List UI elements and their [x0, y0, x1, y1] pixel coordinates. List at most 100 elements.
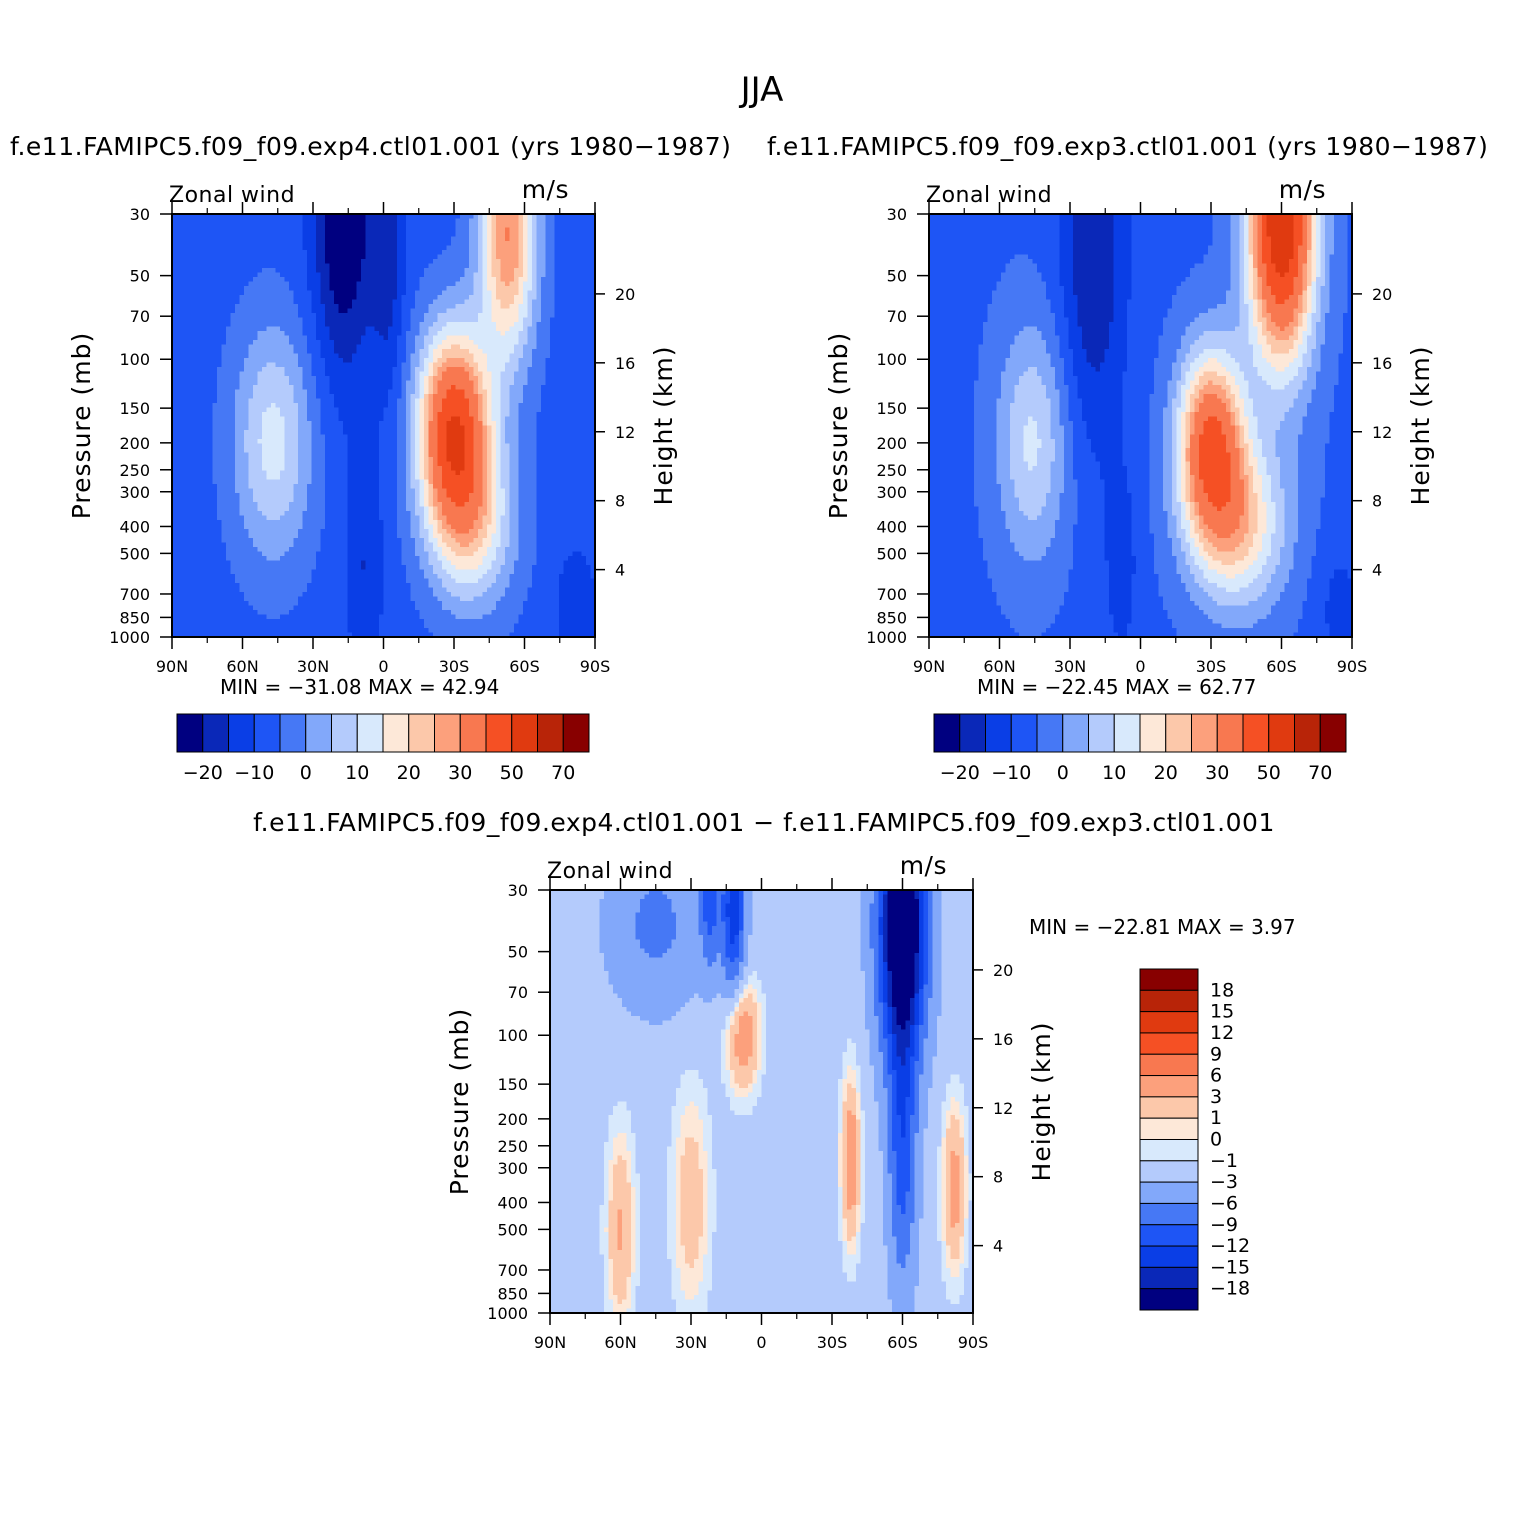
contour-cell: [239, 259, 245, 265]
contour-cell: [284, 421, 290, 427]
contour-cell: [235, 250, 241, 256]
contour-cell: [325, 394, 331, 400]
contour-cell: [514, 263, 520, 269]
contour-cell: [257, 430, 263, 436]
contour-cell: [253, 326, 259, 332]
contour-cell: [181, 371, 187, 377]
contour-cell: [338, 407, 344, 413]
contour-cell: [527, 218, 533, 224]
contour-cell: [266, 376, 272, 382]
contour-cell: [590, 272, 595, 278]
contour-cell: [257, 268, 263, 274]
contour-cell: [559, 272, 565, 278]
contour-cell: [199, 299, 205, 305]
contour-cell: [554, 367, 560, 373]
contour-cell: [338, 272, 344, 278]
contour-cell: [280, 349, 286, 355]
contour-cell: [176, 313, 182, 319]
contour-cell: [541, 335, 547, 341]
contour-cell: [518, 353, 524, 359]
contour-cell: [262, 425, 268, 431]
contour-cell: [590, 232, 595, 238]
contour-cell: [370, 430, 376, 436]
contour-cell: [253, 245, 259, 251]
contour-cell: [311, 250, 317, 256]
contour-cell: [572, 223, 578, 229]
contour-cell: [527, 389, 533, 395]
contour-cell: [397, 236, 403, 242]
contour-cell: [185, 241, 191, 247]
contour-cell: [590, 385, 595, 391]
contour-cell: [437, 232, 443, 238]
contour-cell: [527, 259, 533, 265]
contour-cell: [415, 286, 421, 292]
contour-cell: [293, 389, 299, 395]
contour-cell: [523, 362, 529, 368]
contour-cell: [316, 290, 322, 296]
contour-cell: [559, 425, 565, 431]
contour-cell: [406, 425, 412, 431]
contour-cell: [383, 245, 389, 251]
contour-cell: [230, 335, 236, 341]
contour-cell: [253, 434, 259, 440]
contour-cell: [554, 407, 560, 413]
contour-cell: [487, 407, 493, 413]
contour-cell: [325, 349, 331, 355]
contour-cell: [496, 281, 502, 287]
contour-cell: [289, 268, 295, 274]
contour-cell: [275, 443, 281, 449]
contour-cell: [185, 272, 191, 278]
contour-cell: [230, 349, 236, 355]
contour-cell: [329, 367, 335, 373]
contour-cell: [320, 344, 326, 350]
contour-cell: [181, 304, 187, 310]
contour-cell: [379, 344, 385, 350]
contour-cell: [185, 281, 191, 287]
contour-cell: [253, 313, 259, 319]
contour-cell: [284, 322, 290, 328]
contour-cell: [469, 272, 475, 278]
contour-cell: [221, 286, 227, 292]
contour-cell: [298, 443, 304, 449]
contour-cell: [518, 434, 524, 440]
contour-cell: [487, 389, 493, 395]
contour-cell: [316, 340, 322, 346]
contour-cell: [419, 398, 425, 404]
contour-cell: [334, 421, 340, 427]
contour-cell: [545, 232, 551, 238]
contour-cell: [581, 353, 587, 359]
contour-cell: [374, 281, 380, 287]
contour-cell: [244, 448, 250, 454]
contour-cell: [509, 425, 515, 431]
contour-cell: [437, 241, 443, 247]
contour-cell: [374, 362, 380, 368]
contour-cell: [208, 403, 214, 409]
contour-cell: [419, 434, 425, 440]
contour-cell: [194, 385, 200, 391]
contour-cell: [433, 335, 439, 341]
contour-cell: [194, 448, 200, 454]
contour-cell: [527, 407, 533, 413]
contour-cell: [172, 295, 178, 301]
contour-cell: [586, 245, 592, 251]
contour-cell: [581, 416, 587, 422]
contour-cell: [275, 281, 281, 287]
contour-cell: [442, 295, 448, 301]
contour-cell: [185, 412, 191, 418]
contour-cell: [275, 412, 281, 418]
contour-cell: [388, 308, 394, 314]
contour-cell: [325, 407, 331, 413]
contour-cell: [455, 439, 461, 445]
contour-cell: [487, 295, 493, 301]
contour-cell: [320, 236, 326, 242]
contour-cell: [212, 214, 218, 220]
contour-cell: [460, 232, 466, 238]
contour-cell: [446, 214, 452, 220]
contour-cell: [446, 335, 452, 341]
contour-cell: [325, 299, 331, 305]
contour-cell: [244, 331, 250, 337]
contour-cell: [226, 421, 232, 427]
contour-cell: [586, 272, 592, 278]
contour-cell: [262, 263, 268, 269]
contour-cell: [563, 376, 569, 382]
